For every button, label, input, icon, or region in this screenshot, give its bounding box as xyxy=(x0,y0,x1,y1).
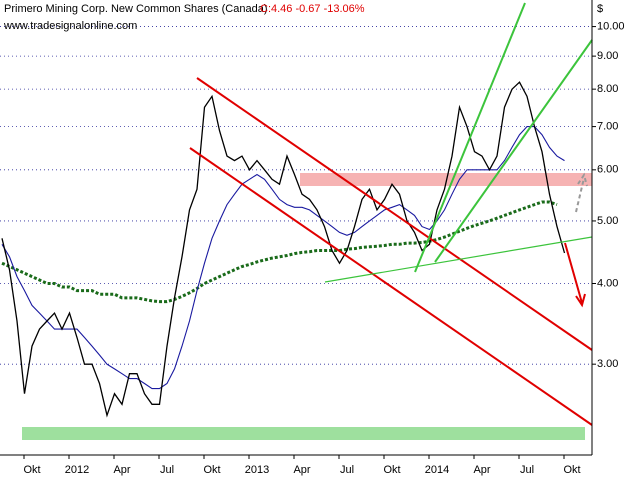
x-tick-label: Okt xyxy=(23,464,40,476)
x-tick-label: Jul xyxy=(160,464,174,476)
series-line xyxy=(1,81,566,418)
green-trendline xyxy=(414,2,526,273)
x-tick-label: Jul xyxy=(340,464,354,476)
y-tick-label: 5.00 xyxy=(597,215,618,227)
red-trendline xyxy=(189,147,593,426)
trendlines xyxy=(189,2,593,426)
red-trendline xyxy=(196,77,593,351)
grid xyxy=(0,26,592,365)
y-tick-label: 6.00 xyxy=(597,164,618,176)
support-zone xyxy=(22,427,585,440)
x-tick-label: Jul xyxy=(520,464,534,476)
resistance-zone xyxy=(300,173,592,186)
series-line xyxy=(1,200,558,304)
y-tick-label: 8.00 xyxy=(597,83,618,95)
x-tick-label: 2014 xyxy=(425,464,449,476)
x-tick-label: Apr xyxy=(473,464,490,476)
chart-title: Primero Mining Corp. New Common Shares (… xyxy=(4,3,267,15)
quote: C:4.46 -0.67 -13.06% xyxy=(260,3,365,15)
y-axis-label: $ xyxy=(597,3,603,15)
x-tick-label: 2013 xyxy=(245,464,269,476)
x-tick-label: 2012 xyxy=(65,464,89,476)
y-tick-label: 3.00 xyxy=(597,358,618,370)
x-tick-label: Apr xyxy=(113,464,130,476)
green-trendline xyxy=(324,236,593,283)
x-tick-label: Apr xyxy=(293,464,310,476)
gray-arrow xyxy=(575,172,588,213)
green-trendline xyxy=(434,39,593,263)
red-arrow xyxy=(564,242,586,308)
y-tick-label: 7.00 xyxy=(597,121,618,133)
y-tick-label: 9.00 xyxy=(597,50,618,62)
x-tick-label: Okt xyxy=(203,464,220,476)
x-tick-label: Okt xyxy=(383,464,400,476)
y-tick-label: 4.00 xyxy=(597,277,618,289)
x-tick-label: Okt xyxy=(563,464,580,476)
y-tick-label: 10.00 xyxy=(597,20,625,32)
source: www.tradesignalonline.com xyxy=(3,20,137,32)
series-line xyxy=(1,126,565,390)
price-lines xyxy=(1,81,566,418)
